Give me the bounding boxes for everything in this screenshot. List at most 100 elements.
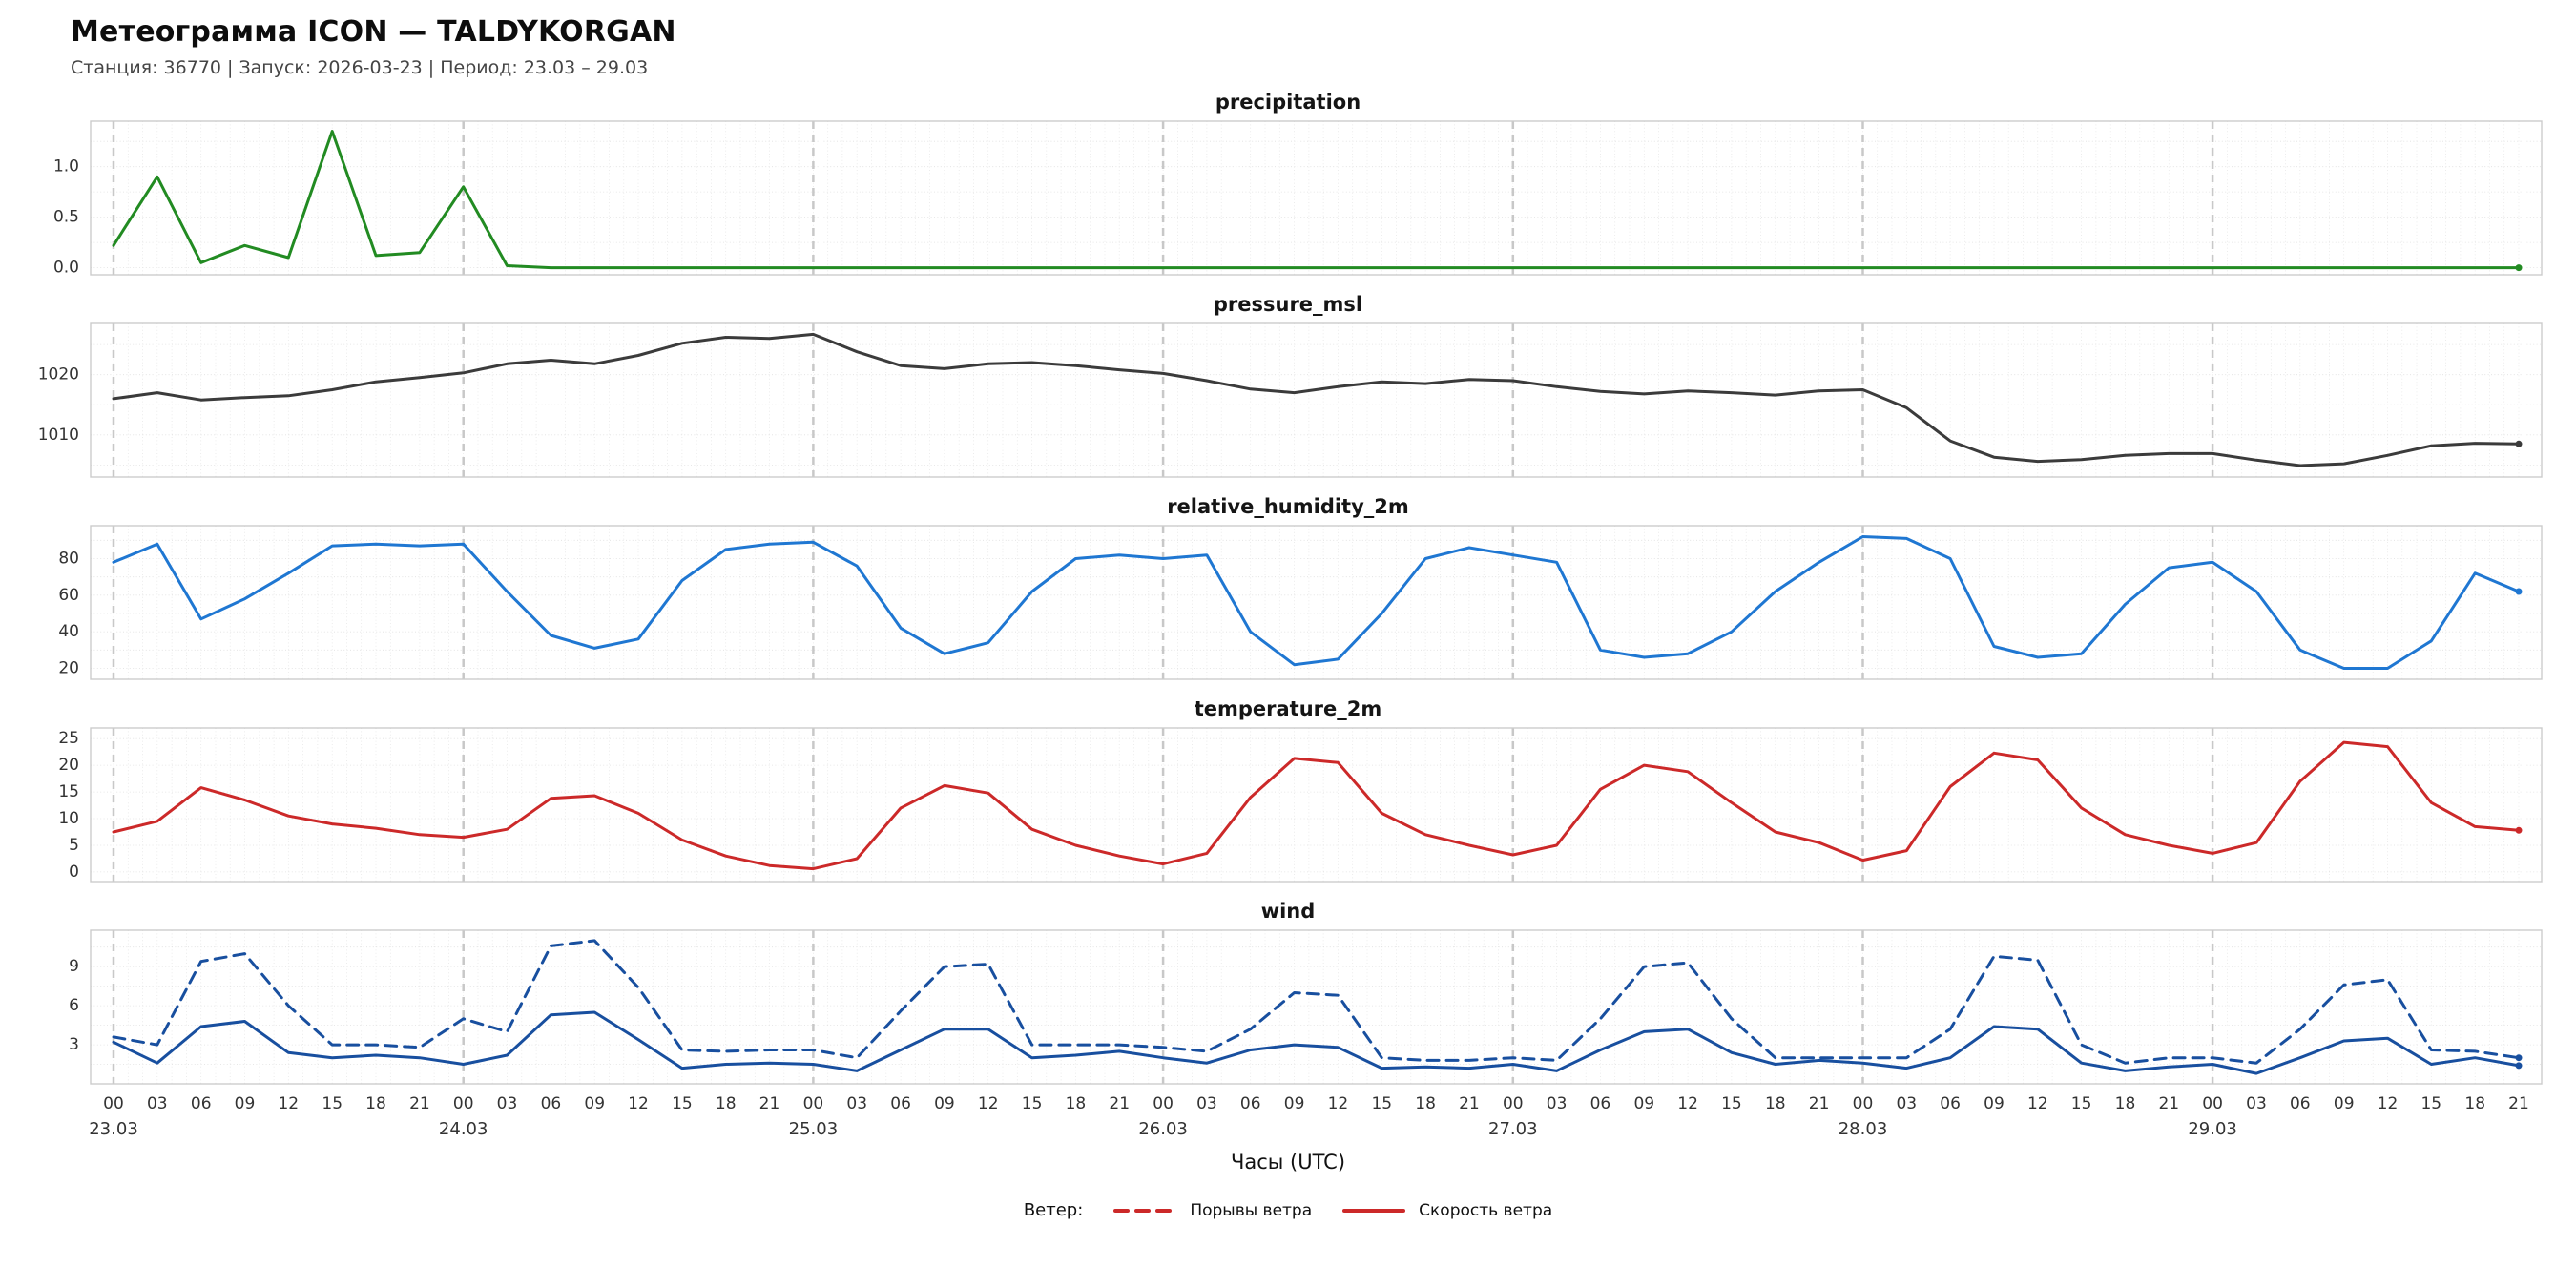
svg-text:15: 15 xyxy=(2420,1094,2441,1113)
svg-text:15: 15 xyxy=(1721,1094,1742,1113)
panel-title-precipitation: precipitation xyxy=(1215,91,1361,114)
svg-text:0.0: 0.0 xyxy=(53,259,79,278)
svg-text:09: 09 xyxy=(235,1094,256,1113)
svg-text:29.03: 29.03 xyxy=(2188,1119,2237,1139)
svg-text:12: 12 xyxy=(2378,1094,2399,1113)
precipitation-chart: 0.0 0.5 1.0 xyxy=(53,120,2543,278)
svg-text:06: 06 xyxy=(1940,1094,1961,1113)
svg-text:25: 25 xyxy=(58,729,79,748)
svg-text:21: 21 xyxy=(759,1094,780,1113)
page-title: Метеограмма ICON — TALDYKORGAN xyxy=(71,15,676,49)
svg-text:18: 18 xyxy=(2115,1094,2136,1113)
svg-text:0: 0 xyxy=(69,862,79,882)
svg-text:15: 15 xyxy=(2071,1094,2092,1113)
svg-text:12: 12 xyxy=(978,1094,999,1113)
svg-text:15: 15 xyxy=(1371,1094,1392,1113)
svg-text:21: 21 xyxy=(2508,1094,2529,1113)
svg-text:28.03: 28.03 xyxy=(1839,1119,1888,1139)
meteogram: precipitation 0.0 0.5 1.0 pressure_msl 101… xyxy=(0,88,2576,1220)
legend-item-label-gusts: Порывы ветра xyxy=(1190,1200,1313,1220)
solid-line-icon xyxy=(1342,1208,1406,1213)
svg-text:25.03: 25.03 xyxy=(789,1119,839,1139)
svg-text:12: 12 xyxy=(278,1094,299,1113)
svg-text:18: 18 xyxy=(1415,1094,1436,1113)
svg-text:06: 06 xyxy=(191,1094,212,1113)
wind-legend: Ветер: Порывы ветра Скорость ветра xyxy=(0,1200,2576,1220)
x-axis-label: Часы (UTC) xyxy=(1230,1151,1346,1174)
panel-temperature: temperature_2m 0 5 10 15 20 25 xyxy=(0,695,2576,887)
legend-item-gusts: Порывы ветра xyxy=(1111,1201,1312,1220)
svg-text:20: 20 xyxy=(58,756,79,775)
svg-text:24.03: 24.03 xyxy=(439,1119,488,1139)
svg-text:06: 06 xyxy=(2290,1094,2311,1113)
legend-item-speed: Скорость ветра xyxy=(1340,1201,1552,1220)
svg-text:15: 15 xyxy=(672,1094,693,1113)
svg-text:21: 21 xyxy=(1109,1094,1130,1113)
dashed-line-icon xyxy=(1113,1208,1177,1213)
wind-chart: 3 6 9 xyxy=(69,929,2543,1085)
svg-text:18: 18 xyxy=(716,1094,737,1113)
svg-text:09: 09 xyxy=(1984,1094,2005,1113)
svg-text:03: 03 xyxy=(2246,1094,2267,1113)
svg-text:03: 03 xyxy=(497,1094,518,1113)
svg-text:12: 12 xyxy=(2027,1094,2048,1113)
svg-text:09: 09 xyxy=(934,1094,955,1113)
svg-text:21: 21 xyxy=(1459,1094,1480,1113)
svg-text:15: 15 xyxy=(1022,1094,1043,1113)
svg-text:21: 21 xyxy=(409,1094,430,1113)
svg-text:03: 03 xyxy=(846,1094,867,1113)
svg-text:00: 00 xyxy=(453,1094,474,1113)
svg-text:40: 40 xyxy=(58,622,79,641)
panel-humidity: relative_humidity_2m 20 40 60 80 xyxy=(0,492,2576,685)
svg-text:03: 03 xyxy=(1547,1094,1568,1113)
svg-text:0.5: 0.5 xyxy=(53,208,79,227)
svg-text:10: 10 xyxy=(58,809,79,828)
panel-title-temperature: temperature_2m xyxy=(1194,697,1382,720)
legend-title: Ветер: xyxy=(1023,1200,1084,1220)
svg-text:18: 18 xyxy=(1066,1094,1087,1113)
svg-text:00: 00 xyxy=(1853,1094,1874,1113)
svg-text:1020: 1020 xyxy=(38,365,79,384)
svg-text:23.03: 23.03 xyxy=(89,1119,138,1139)
svg-text:12: 12 xyxy=(628,1094,649,1113)
svg-text:09: 09 xyxy=(1284,1094,1305,1113)
svg-text:18: 18 xyxy=(1765,1094,1786,1113)
svg-text:27.03: 27.03 xyxy=(1488,1119,1538,1139)
panel-wind: wind 3 6 9 xyxy=(0,897,2576,1090)
svg-text:00: 00 xyxy=(1153,1094,1174,1113)
panel-title-wind: wind xyxy=(1260,900,1316,923)
svg-text:6: 6 xyxy=(69,996,79,1015)
svg-text:80: 80 xyxy=(58,550,79,569)
svg-text:1010: 1010 xyxy=(38,426,79,445)
svg-text:00: 00 xyxy=(103,1094,124,1113)
svg-text:15: 15 xyxy=(322,1094,343,1113)
svg-text:18: 18 xyxy=(365,1094,386,1113)
svg-text:06: 06 xyxy=(890,1094,911,1113)
svg-text:00: 00 xyxy=(1503,1094,1524,1113)
header: Метеограмма ICON — TALDYKORGAN Станция: … xyxy=(0,0,2576,78)
svg-text:15: 15 xyxy=(58,782,79,801)
svg-text:03: 03 xyxy=(1196,1094,1217,1113)
panel-title-humidity: relative_humidity_2m xyxy=(1167,495,1409,518)
svg-text:9: 9 xyxy=(69,957,79,976)
svg-text:09: 09 xyxy=(2334,1094,2355,1113)
humidity-chart: 20 40 60 80 xyxy=(58,525,2543,680)
svg-text:20: 20 xyxy=(58,659,79,678)
svg-text:1.0: 1.0 xyxy=(53,157,79,177)
svg-text:60: 60 xyxy=(58,586,79,605)
svg-text:21: 21 xyxy=(1809,1094,1830,1113)
svg-text:09: 09 xyxy=(584,1094,605,1113)
svg-text:21: 21 xyxy=(2158,1094,2179,1113)
svg-text:06: 06 xyxy=(1240,1094,1261,1113)
svg-text:12: 12 xyxy=(1328,1094,1349,1113)
svg-text:26.03: 26.03 xyxy=(1138,1119,1188,1139)
svg-text:12: 12 xyxy=(1677,1094,1698,1113)
svg-text:06: 06 xyxy=(1590,1094,1611,1113)
panel-pressure: pressure_msl 1010 1020 xyxy=(0,290,2576,483)
panel-precipitation: precipitation 0.0 0.5 1.0 xyxy=(0,88,2576,280)
panel-title-pressure: pressure_msl xyxy=(1213,293,1363,316)
svg-text:3: 3 xyxy=(69,1035,79,1054)
svg-text:09: 09 xyxy=(1633,1094,1654,1113)
pressure-chart: 1010 1020 xyxy=(38,322,2543,478)
temperature-chart: 0 5 10 15 20 25 xyxy=(58,727,2543,883)
